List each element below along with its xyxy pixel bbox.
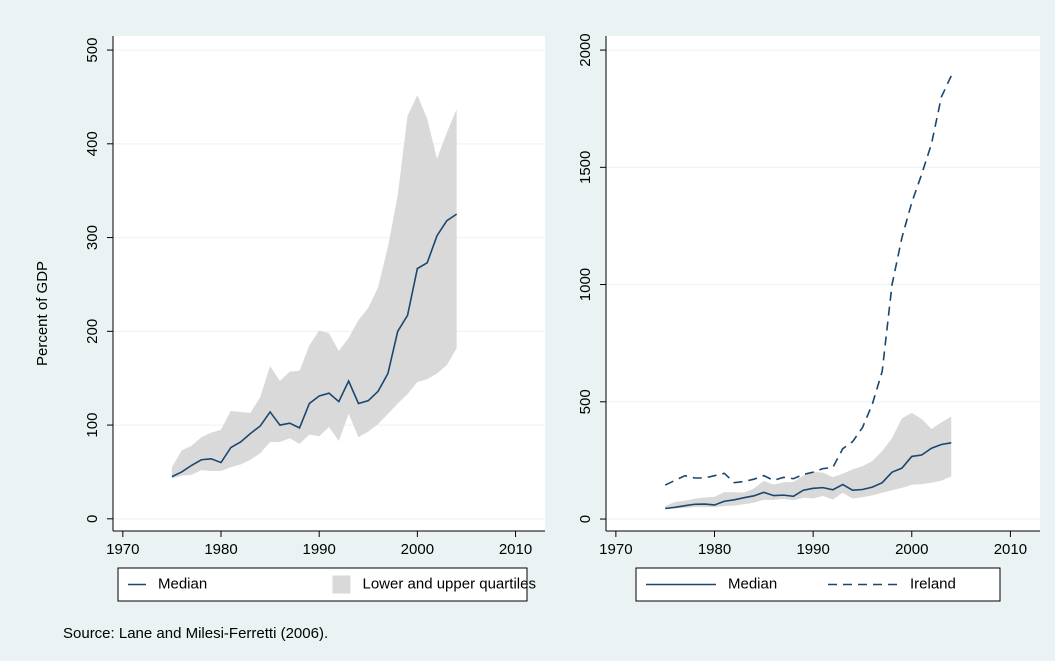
x-tick-label: 2000 (401, 541, 434, 558)
legend-label: Ireland (910, 575, 956, 592)
quartile-band (171, 95, 457, 479)
y-tick-label: 1500 (577, 151, 594, 184)
x-tick-label: 2000 (895, 541, 928, 558)
x-tick-label: 1970 (599, 541, 632, 558)
y-tick-label: 1000 (577, 268, 594, 301)
legend-swatch (332, 575, 351, 594)
series-line (665, 442, 952, 510)
y-tick-label: 100 (84, 413, 101, 438)
y-tick-label: 0 (84, 515, 101, 523)
legend-label: Median (728, 575, 777, 592)
y-tick-label: 300 (84, 225, 101, 250)
series-line (171, 213, 458, 478)
source-note: Source: Lane and Milesi-Ferretti (2006). (63, 625, 328, 642)
legend (117, 567, 528, 602)
x-tick-label: 2010 (994, 541, 1027, 558)
y-tick-label: 0 (577, 515, 594, 523)
y-axis-title: Percent of GDP (34, 261, 51, 366)
x-tick-label: 1970 (106, 541, 139, 558)
plot-area (113, 36, 545, 531)
x-tick-label: 1990 (302, 541, 335, 558)
y-tick-label: 200 (84, 319, 101, 344)
legend-label: Median (158, 575, 207, 592)
plot-area (606, 36, 1040, 531)
x-tick-label: 1990 (796, 541, 829, 558)
quartile-band (665, 413, 952, 509)
y-tick-label: 2000 (577, 33, 594, 66)
y-tick-label: 500 (577, 389, 594, 414)
legend-label: Lower and upper quartiles (363, 575, 536, 592)
x-tick-label: 1980 (698, 541, 731, 558)
series-line (664, 75, 952, 486)
y-tick-label: 400 (84, 131, 101, 156)
y-tick-label: 500 (84, 38, 101, 63)
x-tick-label: 2010 (499, 541, 532, 558)
x-tick-label: 1980 (204, 541, 237, 558)
